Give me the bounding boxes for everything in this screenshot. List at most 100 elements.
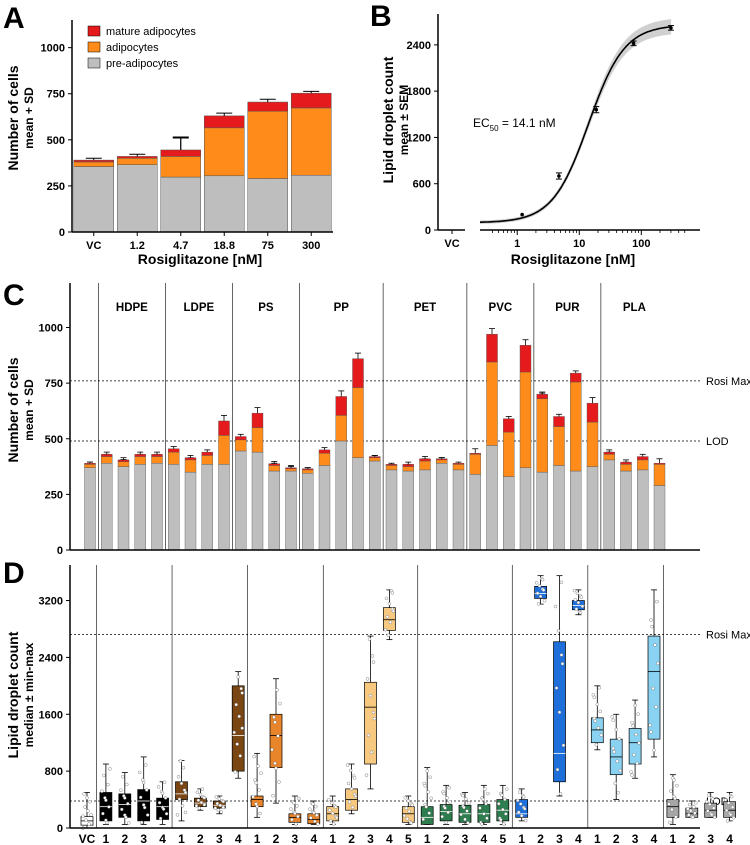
chart-c-bar-segment xyxy=(536,394,548,399)
chart-d-point xyxy=(138,795,143,800)
chart-c-bar-segment xyxy=(268,470,280,551)
chart-d-point xyxy=(465,809,469,813)
chart-c-bar-segment xyxy=(586,421,599,467)
chart-a-ytick-label: 1000 xyxy=(41,43,65,55)
chart-d-xtick-label: 2 xyxy=(273,832,280,845)
chart-d-xtick-label: 2 xyxy=(443,832,450,845)
chart-c-bar-segment xyxy=(519,467,532,551)
chart-c-bar-segment xyxy=(385,469,398,551)
chart-b-xtick-label: 10 xyxy=(573,238,585,250)
chart-d-xtick-label: 4 xyxy=(310,832,317,845)
chart-d-point xyxy=(86,809,90,813)
chart-d-xtick-label: 4 xyxy=(481,832,488,845)
panel-label-b: B xyxy=(370,0,392,33)
chart-b-ytick-label: 1800 xyxy=(407,86,431,98)
chart-d-point xyxy=(694,801,698,805)
chart-d-point xyxy=(482,812,486,816)
chart-d-point xyxy=(235,742,239,746)
chart-d-point xyxy=(312,811,316,815)
chart-c-bar-segment xyxy=(620,461,632,465)
chart-d-point xyxy=(199,800,204,805)
chart-c-ytick-label: 500 xyxy=(45,434,63,446)
chart-d-xtick-label: 4 xyxy=(386,832,393,845)
chart-c-group-label: LDPE xyxy=(184,302,215,314)
chart-a-xtick-label: 75 xyxy=(262,240,274,252)
chart-a-bar-segment xyxy=(291,174,332,233)
chart-d-point xyxy=(461,793,465,798)
chart-a-xtick-label: 300 xyxy=(302,240,320,252)
chart-c-bar-segment xyxy=(503,476,515,551)
chart-d-point xyxy=(334,805,338,809)
chart-c-bar-segment xyxy=(553,426,565,466)
chart-d-point xyxy=(350,805,355,810)
chart-c-bar-segment xyxy=(519,345,532,373)
chart-c-bar-segment xyxy=(184,459,197,473)
chart-d-point xyxy=(486,791,490,796)
chart-d-point xyxy=(655,599,659,604)
chart-b-xlabel: Rosiglitazone [nM] xyxy=(511,251,635,267)
chart-d-point xyxy=(503,797,507,802)
chart-c-bar-segment xyxy=(117,461,130,467)
chart-d-point xyxy=(221,805,226,810)
panel-label-d: D xyxy=(3,557,25,590)
chart-d-point xyxy=(391,609,396,613)
chart-d-point xyxy=(427,811,431,815)
chart-d-point xyxy=(466,821,470,825)
chart-d-point xyxy=(726,801,731,805)
chart-d-ylabel: Lipid droplet count xyxy=(5,631,21,758)
chart-d-point xyxy=(614,727,618,732)
chart-d-point xyxy=(616,791,620,795)
chart-d-point xyxy=(295,804,299,808)
chart-a-ytick-label: 750 xyxy=(47,89,65,101)
chart-d-point xyxy=(158,816,163,821)
chart-d-point xyxy=(576,600,581,605)
chart-c-bar-segment xyxy=(352,387,364,458)
chart-d-point xyxy=(345,763,350,767)
chart-c-bar-segment xyxy=(335,396,347,416)
chart-d-point xyxy=(384,596,389,601)
chart-d-point xyxy=(106,782,110,787)
chart-d-xtick-label: 5 xyxy=(499,832,506,845)
chart-d-point xyxy=(365,677,370,681)
chart-c-bar-segment xyxy=(536,398,548,473)
chart-d-point xyxy=(179,781,184,786)
chart-d-ylabel-sub: median ± min-max xyxy=(22,642,36,747)
chart-c-bar-segment xyxy=(570,381,582,472)
chart-d-point xyxy=(478,806,482,810)
chart-d-point xyxy=(561,743,566,748)
chart-a-bar-segment xyxy=(160,149,201,157)
chart-d-point xyxy=(505,787,509,791)
chart-d-point xyxy=(426,790,430,794)
chart-d-point xyxy=(314,804,318,809)
chart-d-point xyxy=(108,767,112,771)
chart-d-point xyxy=(258,811,262,816)
chart-d-point xyxy=(409,821,413,825)
chart-d-point xyxy=(540,577,545,582)
chart-d-point xyxy=(198,792,203,797)
chart-d-point xyxy=(630,773,634,777)
chart-d-point xyxy=(87,822,91,826)
chart-d-point xyxy=(160,791,165,796)
chart-c-bar-segment xyxy=(151,463,163,551)
chart-d-point xyxy=(105,820,109,825)
chart-c-group-label: PUR xyxy=(555,302,580,314)
chart-c-bar-segment xyxy=(469,474,481,551)
chart-d-point xyxy=(270,747,274,752)
chart-d-point xyxy=(653,643,657,647)
chart-d-point xyxy=(574,607,579,611)
chart-c-ytick-label: 0 xyxy=(57,545,63,557)
chart-d-point xyxy=(352,776,357,780)
chart-d-point xyxy=(555,767,560,772)
chart-c-bar-segment xyxy=(436,463,448,551)
chart-c-bar-segment xyxy=(318,453,331,466)
chart-a-bar-segment xyxy=(204,115,245,129)
chart-d-xtick-label: 3 xyxy=(462,832,469,845)
chart-d-point xyxy=(612,750,616,754)
chart-d-point xyxy=(652,748,656,752)
chart-c-bar-segment xyxy=(268,465,280,472)
chart-d-point xyxy=(405,817,409,821)
panel-label-c: C xyxy=(3,279,25,312)
chart-c-bar-segment xyxy=(570,470,582,551)
chart-a-bar-segment xyxy=(117,156,158,159)
chart-d-point xyxy=(518,790,522,794)
